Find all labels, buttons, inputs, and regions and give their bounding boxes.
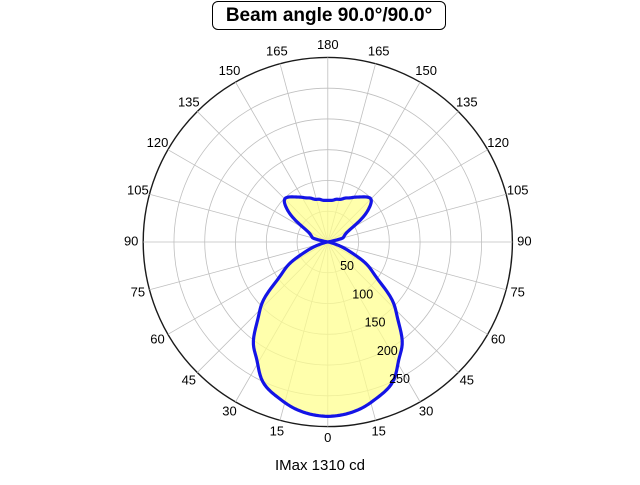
svg-text:120: 120 (147, 135, 169, 150)
svg-text:75: 75 (131, 284, 145, 299)
svg-text:150: 150 (219, 63, 241, 78)
svg-text:100: 100 (352, 287, 373, 301)
svg-text:90: 90 (124, 233, 138, 248)
svg-text:15: 15 (371, 423, 385, 438)
svg-text:250: 250 (389, 372, 410, 386)
svg-text:60: 60 (150, 332, 164, 347)
svg-text:45: 45 (182, 372, 196, 387)
svg-text:200: 200 (377, 344, 398, 358)
svg-text:30: 30 (419, 404, 433, 419)
svg-text:60: 60 (491, 332, 505, 347)
svg-text:135: 135 (178, 94, 200, 109)
svg-text:135: 135 (456, 94, 478, 109)
svg-text:165: 165 (266, 44, 288, 59)
svg-text:45: 45 (460, 372, 474, 387)
svg-text:150: 150 (415, 63, 437, 78)
svg-text:180: 180 (317, 37, 339, 52)
svg-text:165: 165 (368, 44, 390, 59)
svg-text:105: 105 (127, 183, 149, 198)
svg-text:90: 90 (517, 233, 531, 248)
svg-text:120: 120 (487, 135, 509, 150)
svg-text:30: 30 (222, 404, 236, 419)
svg-text:0: 0 (324, 430, 331, 445)
svg-text:150: 150 (365, 316, 386, 330)
svg-text:50: 50 (340, 259, 354, 273)
svg-text:15: 15 (270, 423, 284, 438)
svg-text:105: 105 (507, 183, 529, 198)
svg-text:75: 75 (510, 284, 524, 299)
